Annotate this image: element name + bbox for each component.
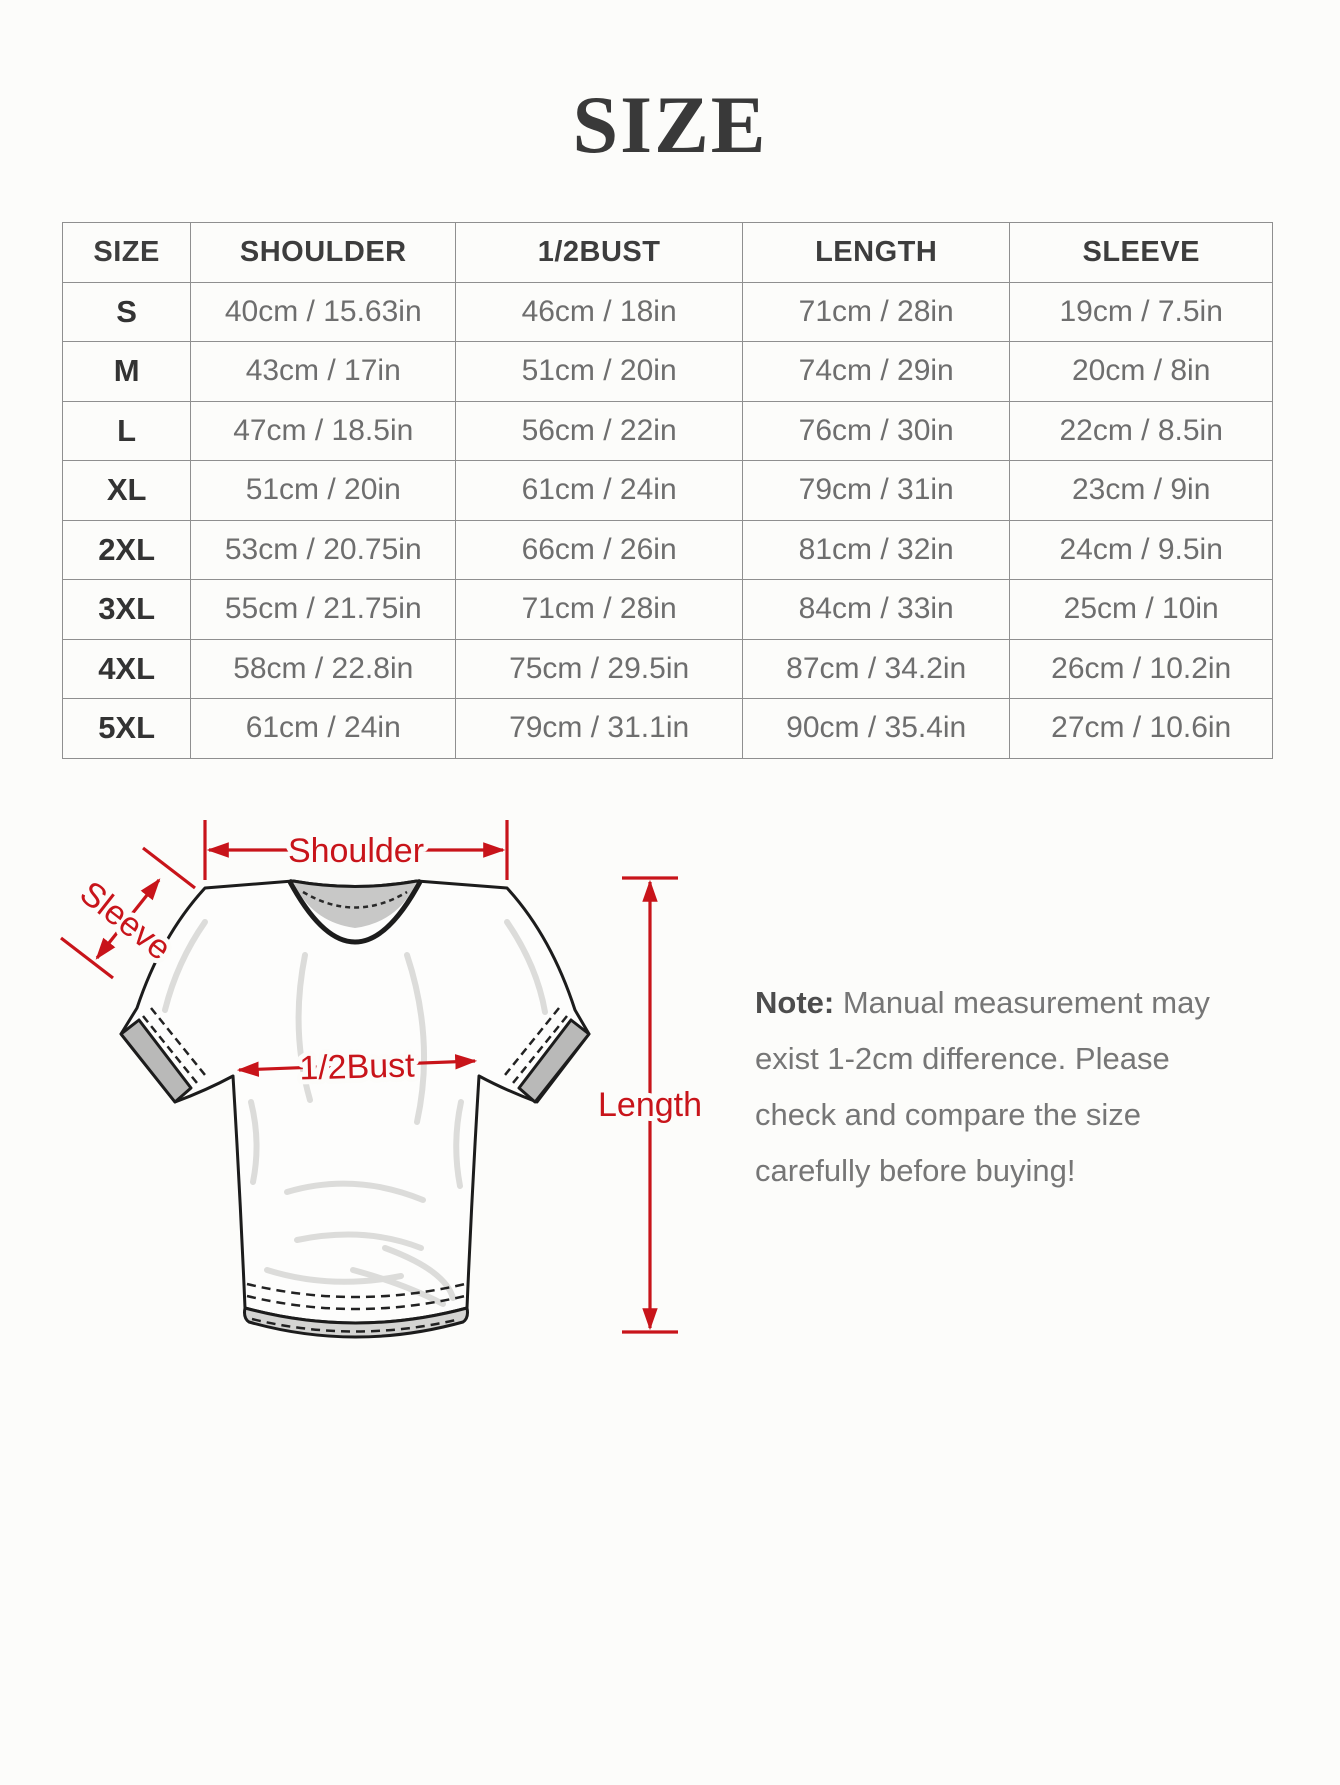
size-cell: L [61, 400, 192, 461]
size-cell: M [61, 341, 192, 402]
shoulder-label: Shoulder [288, 832, 424, 870]
header-size: SIZE [61, 222, 192, 283]
table-row: 2XL 53cm / 20.75in 66cm / 26in 81cm / 32… [61, 519, 1273, 580]
table-row: 4XL 58cm / 22.8in 75cm / 29.5in 87cm / 3… [61, 638, 1273, 699]
size-cell: 3XL [61, 579, 192, 640]
measurement-cell: 61cm / 24in [190, 698, 457, 759]
measurement-cell: 79cm / 31.1in [455, 698, 743, 759]
measurement-cell: 71cm / 28in [741, 281, 1011, 342]
sleeve-label: Sleeve [73, 874, 178, 968]
measurement-cell: 47cm / 18.5in [190, 400, 457, 461]
size-table: SIZE SHOULDER 1/2BUST LENGTH SLEEVE S 40… [61, 222, 1273, 759]
sleeve-dimension-arrow [60, 846, 196, 980]
length-label: Length [598, 1086, 702, 1124]
measurement-cell: 51cm / 20in [190, 460, 457, 521]
note-label: Note: [755, 985, 835, 1020]
measurement-cell: 76cm / 30in [741, 400, 1011, 461]
table-row: S 40cm / 15.63in 46cm / 18in 71cm / 28in… [61, 281, 1273, 342]
measurement-cell: 20cm / 8in [1009, 341, 1273, 402]
measurement-cell: 58cm / 22.8in [190, 638, 457, 699]
measurement-cell: 27cm / 10.6in [1009, 698, 1273, 759]
measurement-cell: 87cm / 34.2in [741, 638, 1011, 699]
shoulder-dimension-arrow [203, 820, 509, 880]
note-text: Note: Manual measurement may exist 1-2cm… [755, 975, 1233, 1199]
table-row: 3XL 55cm / 21.75in 71cm / 28in 84cm / 33… [61, 579, 1273, 640]
measurement-cell: 75cm / 29.5in [455, 638, 743, 699]
bust-dimension-arrow [236, 1054, 478, 1077]
measurement-cell: 66cm / 26in [455, 519, 743, 580]
size-cell: S [61, 281, 192, 342]
measurement-cell: 79cm / 31in [741, 460, 1011, 521]
size-cell: 2XL [61, 519, 192, 580]
wrinkle-lines [162, 919, 548, 1307]
measurement-cell: 74cm / 29in [741, 341, 1011, 402]
measurement-cell: 43cm / 17in [190, 341, 457, 402]
header-bust: 1/2BUST [455, 222, 743, 283]
tshirt-illustration [119, 878, 591, 1339]
tshirt-measurement-diagram: Shoulder Sleeve 1/2Bust Length [60, 820, 707, 1339]
note-body: Manual measurement may exist 1-2cm diffe… [755, 985, 1210, 1188]
measurement-cell: 61cm / 24in [455, 460, 743, 521]
header-sleeve: SLEEVE [1009, 222, 1273, 283]
header-length: LENGTH [741, 222, 1011, 283]
size-cell: 5XL [61, 698, 192, 759]
collar [286, 878, 424, 945]
measurement-cell: 84cm / 33in [741, 579, 1011, 640]
table-row: XL 51cm / 20in 61cm / 24in 79cm / 31in 2… [61, 460, 1273, 521]
measurement-cell: 90cm / 35.4in [741, 698, 1011, 759]
header-shoulder: SHOULDER [190, 222, 457, 283]
measurement-cell: 56cm / 22in [455, 400, 743, 461]
measurement-cell: 25cm / 10in [1009, 579, 1273, 640]
table-row: 5XL 61cm / 24in 79cm / 31.1in 90cm / 35.… [61, 698, 1273, 759]
measurement-cell: 19cm / 7.5in [1009, 281, 1273, 342]
right-cuff [504, 1007, 591, 1104]
bottom-hem [243, 1282, 469, 1339]
size-cell: 4XL [61, 638, 192, 699]
measurement-cell: 51cm / 20in [455, 341, 743, 402]
measurement-cell: 40cm / 15.63in [190, 281, 457, 342]
measurement-cell: 55cm / 21.75in [190, 579, 457, 640]
left-cuff [119, 1007, 206, 1104]
measurement-cell: 23cm / 9in [1009, 460, 1273, 521]
measurement-cell: 22cm / 8.5in [1009, 400, 1273, 461]
page-title: SIZE [572, 79, 768, 170]
measurement-cell: 81cm / 32in [741, 519, 1011, 580]
measurement-cell: 53cm / 20.75in [190, 519, 457, 580]
size-cell: XL [61, 460, 192, 521]
table-row: L 47cm / 18.5in 56cm / 22in 76cm / 30in … [61, 400, 1273, 461]
bust-label: 1/2Bust [299, 1046, 416, 1087]
measurement-cell: 24cm / 9.5in [1009, 519, 1273, 580]
measurement-cell: 46cm / 18in [455, 281, 743, 342]
table-row: M 43cm / 17in 51cm / 20in 74cm / 29in 20… [61, 341, 1273, 402]
measurement-cell: 26cm / 10.2in [1009, 638, 1273, 699]
length-dimension-arrow [622, 876, 678, 1334]
measurement-cell: 71cm / 28in [455, 579, 743, 640]
table-header-row: SIZE SHOULDER 1/2BUST LENGTH SLEEVE [61, 222, 1273, 283]
